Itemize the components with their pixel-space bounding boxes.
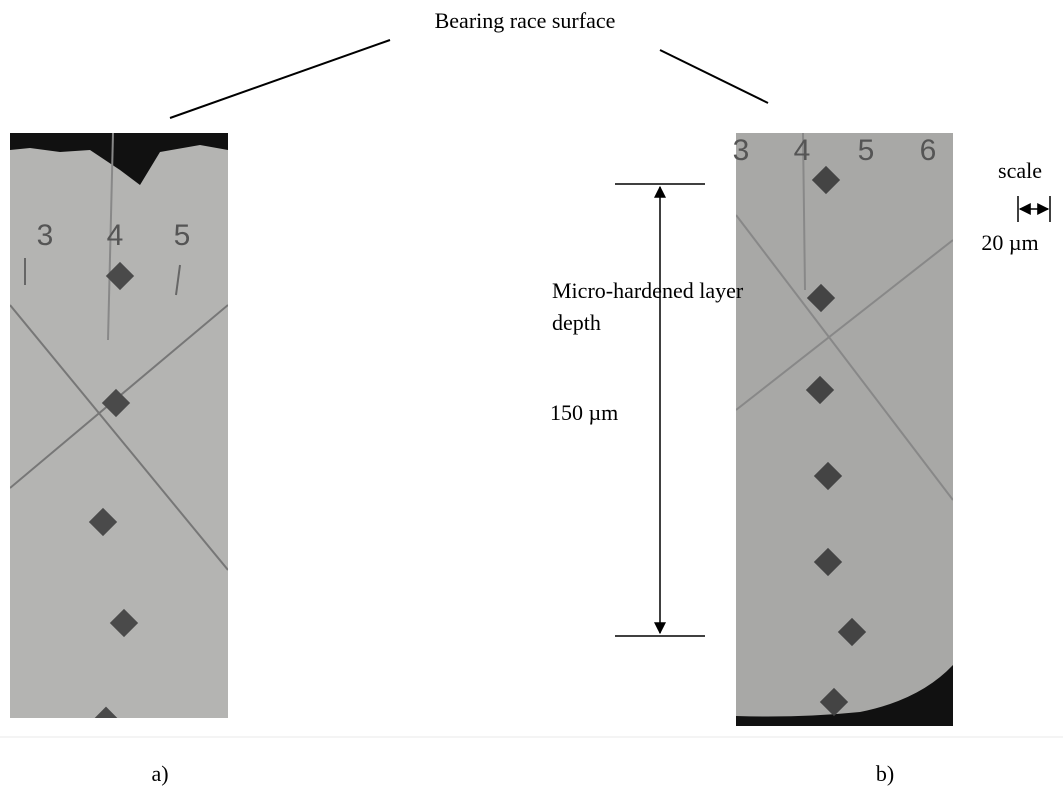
micrograph-a [10,133,228,718]
marker-label: 4 [794,134,811,167]
caption: a) [151,761,168,786]
marker-label: 4 [107,219,124,252]
depth-label: 150 µm [550,400,618,425]
micrograph-b [736,133,953,726]
caption: b) [876,761,894,786]
marker-label: 5 [858,134,875,167]
marker-labels: 3 4 5 6 [733,134,937,167]
scale-label: 20 µm [981,230,1038,255]
leader-line [659,49,769,104]
layer-label: depth [552,310,601,335]
scale-title: scale [998,158,1042,183]
title: Bearing race surface [435,8,616,33]
marker-labels: 3 4 5 [37,219,191,252]
leader-line [169,39,391,119]
marker-label: 3 [37,219,54,252]
marker-label: 5 [174,219,191,252]
marker-label: 6 [920,134,937,167]
layer-label: Micro-hardened layer [552,278,744,303]
marker-label: 3 [733,134,750,167]
